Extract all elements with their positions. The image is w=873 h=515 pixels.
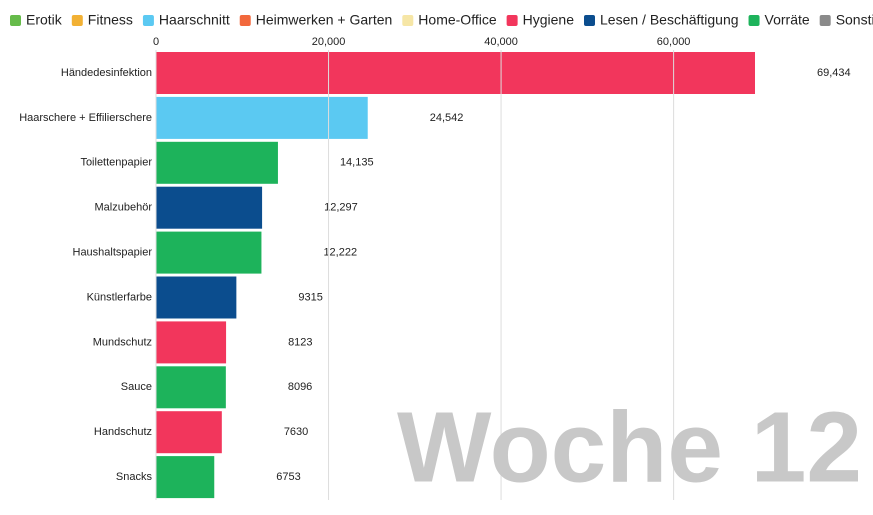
category-label: Sauce <box>121 381 152 393</box>
legend-label: Heimwerken + Garten <box>256 12 393 28</box>
category-label: Künstlerfarbe <box>87 291 152 303</box>
x-tick-label: 0 <box>153 36 159 48</box>
value-label: 7630 <box>284 426 308 438</box>
bar <box>156 96 368 139</box>
category-label: Haushaltspapier <box>73 247 153 259</box>
value-label: 8123 <box>288 336 312 348</box>
x-tick-label: 20,000 <box>312 36 346 48</box>
legend-label: Vorräte <box>765 12 810 28</box>
legend-swatch <box>142 15 154 26</box>
category-label: Malzubehör <box>95 202 153 214</box>
legend-label: Sonstiges <box>836 12 873 28</box>
legend-swatch <box>819 15 831 26</box>
bar <box>156 321 227 364</box>
legend-label: Erotik <box>26 12 63 28</box>
value-label: 9315 <box>298 291 322 303</box>
value-label: 8096 <box>288 381 312 393</box>
legend-label: Haarschnitt <box>159 12 230 28</box>
value-label: 69,434 <box>817 67 851 79</box>
legend-swatch <box>584 15 595 26</box>
legend-swatch <box>239 15 251 26</box>
legend-swatch <box>402 15 414 26</box>
bar <box>156 231 262 274</box>
x-tick-label: 40,000 <box>484 36 518 48</box>
x-tick-label: 60,000 <box>657 36 691 48</box>
category-label: Toilettenpapier <box>80 157 152 169</box>
category-label: Mundschutz <box>93 336 152 348</box>
legend-label: Home-Office <box>418 12 497 28</box>
value-label: 12,222 <box>323 247 357 259</box>
legend-label: Fitness <box>88 12 133 28</box>
legend-swatch <box>506 15 518 26</box>
legend-swatch <box>71 15 83 26</box>
legend-label: Lesen / Beschäftigung <box>600 12 739 28</box>
value-label: 6753 <box>276 471 300 483</box>
bar <box>156 52 755 94</box>
bar <box>156 411 222 454</box>
value-label: 14,135 <box>340 157 374 169</box>
category-label: Handschutz <box>94 426 152 438</box>
category-label: Händedesinfektion <box>61 67 152 79</box>
bar <box>156 186 263 229</box>
bar <box>156 366 226 409</box>
bar <box>156 276 237 319</box>
category-label: Snacks <box>116 471 153 483</box>
bar <box>156 141 278 184</box>
category-label: Haarschere + Effilierschere <box>19 112 152 124</box>
legend-label: Hygiene <box>523 12 575 28</box>
legend-swatch <box>748 15 760 26</box>
legend-swatch <box>10 15 21 26</box>
value-label: 24,542 <box>430 112 464 124</box>
value-label: 12,297 <box>324 202 358 214</box>
week-annotation: Woche 12 <box>397 391 862 503</box>
bar <box>156 456 215 499</box>
